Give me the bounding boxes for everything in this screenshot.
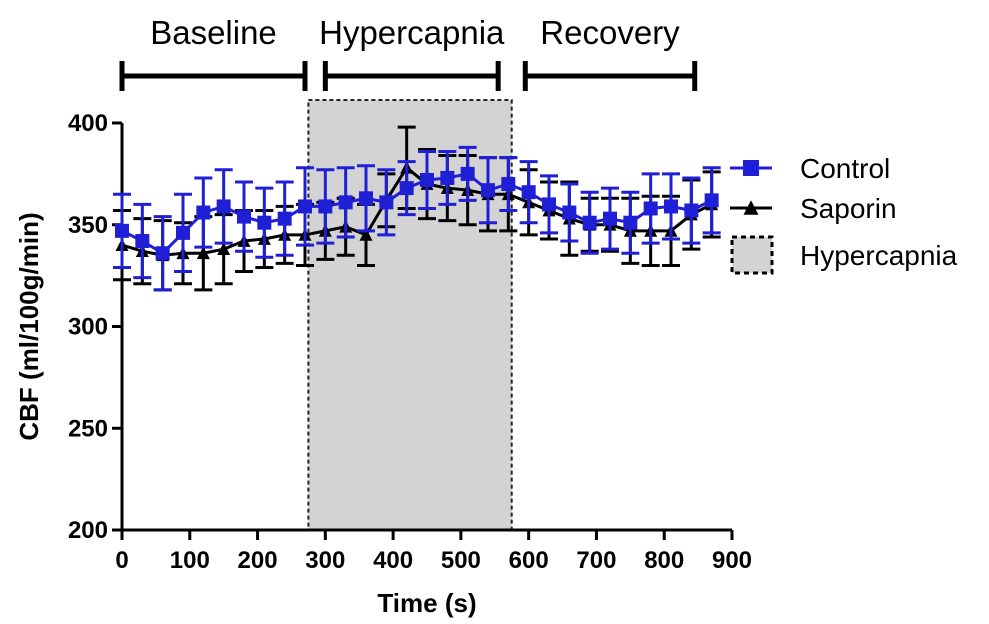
phase-brackets: Baseline Hypercapnia Recovery [119, 14, 698, 91]
control-point-12 [359, 191, 373, 206]
control-point-22 [562, 205, 577, 220]
y-tick-label-300: 300 [68, 314, 108, 341]
control-point-2 [155, 246, 170, 261]
control-point-29 [704, 193, 719, 208]
phase-label-0: Baseline [150, 14, 277, 51]
control-point-0 [115, 223, 129, 238]
control-point-7 [257, 215, 272, 230]
x-tick-label-200: 200 [238, 547, 278, 574]
x-tick-label-300: 300 [305, 547, 345, 574]
x-tick-label-800: 800 [644, 547, 684, 574]
control-point-3 [176, 225, 190, 240]
legend-marker-control [743, 160, 759, 176]
control-point-26 [643, 201, 658, 216]
control-point-16 [440, 170, 455, 185]
y-axis-title: CBF (ml/100g/min) [14, 212, 44, 440]
saporin-point-5 [217, 242, 231, 256]
x-tick-label-400: 400 [373, 547, 413, 574]
x-tick-label-500: 500 [441, 547, 481, 574]
legend-swatch-hypercapnia [730, 235, 774, 275]
control-point-20 [521, 185, 536, 200]
control-point-5 [216, 199, 231, 214]
axes: 200 250 300 350 400 0 100 200 300 400 500 600 700 800… [68, 110, 752, 574]
control-point-28 [684, 203, 699, 218]
control-point-25 [623, 215, 638, 230]
control-point-18 [481, 183, 495, 198]
hypercapnia-shading-layer [307, 99, 513, 531]
saporin-point-4 [196, 246, 210, 260]
legend-label-saporin: Saporin [800, 193, 897, 224]
control-point-8 [277, 211, 292, 226]
control-point-23 [582, 215, 597, 230]
x-tick-label-600: 600 [509, 547, 549, 574]
legend-label-hypercapnia: Hypercapnia [800, 240, 958, 271]
control-point-21 [542, 197, 556, 212]
x-tick-label-700: 700 [576, 547, 616, 574]
x-tick-label-100: 100 [170, 547, 210, 574]
control-point-13 [379, 195, 394, 210]
control-point-27 [664, 199, 678, 214]
control-point-14 [399, 181, 414, 196]
y-tick-label-250: 250 [68, 415, 108, 442]
phase-label-2: Recovery [540, 14, 680, 51]
legend: Control Saporin Hypercapnia [730, 153, 958, 275]
control-point-10 [318, 199, 333, 214]
y-tick-label-350: 350 [68, 212, 108, 239]
control-point-6 [237, 209, 251, 224]
legend-label-control: Control [800, 153, 890, 184]
saporin-point-12 [359, 228, 373, 241]
phase-label-1: Hypercapnia [319, 14, 505, 51]
control-point-11 [338, 195, 353, 210]
data-series [113, 125, 721, 292]
x-tick-label-900: 900 [712, 547, 752, 574]
control-point-19 [501, 177, 516, 192]
y-tick-label-200: 200 [68, 517, 108, 544]
control-point-1 [135, 234, 150, 249]
control-point-17 [460, 166, 475, 181]
series-control [113, 145, 721, 292]
control-point-9 [298, 199, 312, 214]
control-point-15 [420, 172, 434, 187]
x-axis-title: Time (s) [377, 588, 476, 618]
control-point-24 [603, 211, 617, 226]
y-tick-label-400: 400 [68, 110, 108, 137]
legend-marker-saporin [743, 200, 759, 215]
hypercapnia-shaded-region [307, 99, 513, 531]
x-tick-label-0: 0 [115, 547, 128, 574]
control-point-4 [196, 205, 211, 220]
